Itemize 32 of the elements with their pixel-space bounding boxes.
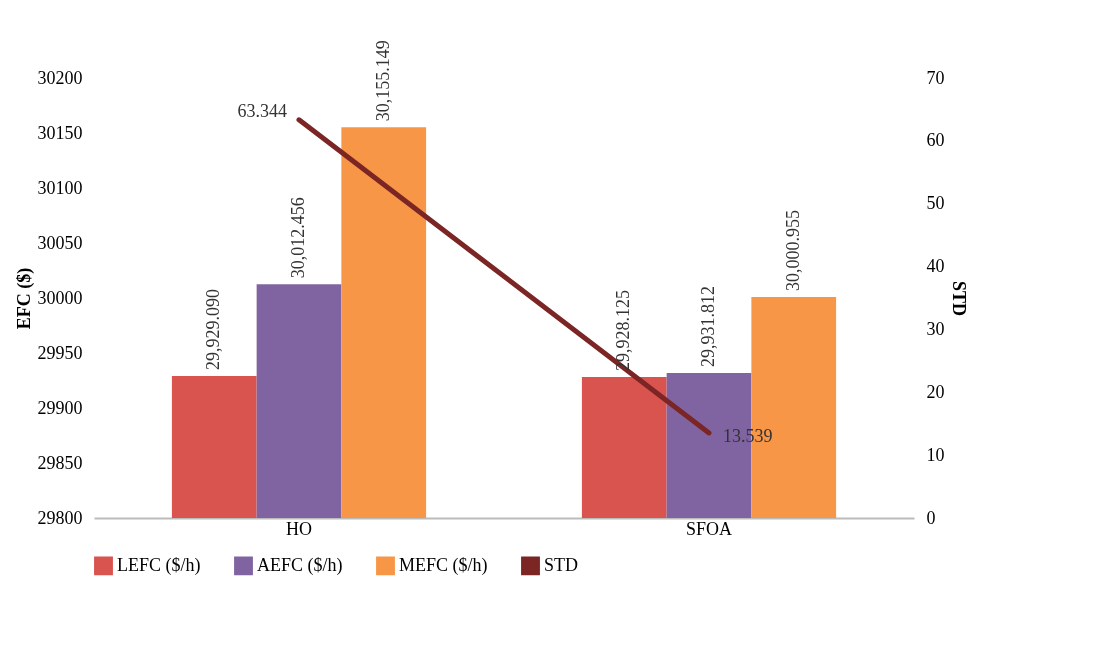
y2-tick-label: 20 [926,381,945,402]
y-tick-label: 30200 [37,67,83,88]
y2-tick-label: 60 [926,130,945,151]
data-label: 29,931.812 [698,286,718,368]
y-tick-label: 30000 [37,287,83,308]
y2-axis-title: STD [948,280,969,317]
legend-label: LEFC ($/h) [117,554,201,576]
y-tick-label: 30150 [37,122,83,143]
data-label: 29,929.090 [203,289,224,370]
data-label: 29,928.125 [613,290,634,372]
y-tick-label: 29850 [37,452,83,473]
legend-label: MEFC ($/h) [399,554,488,576]
data-label: 63.344 [237,100,287,121]
y2-tick-label: 50 [926,193,945,214]
y-axis-title: EFC ($) [13,267,35,330]
y-tick-label: 30100 [37,177,83,198]
legend-label: STD [544,554,579,575]
legend-label: AEFC ($/h) [257,554,343,576]
x-tick-label: HO [286,518,312,539]
y-tick-label: 29800 [37,507,83,528]
data-label: 30,012.456 [288,197,308,279]
y2-tick-label: 30 [926,318,945,339]
y-tick-label: 30050 [37,232,83,253]
y2-tick-label: 10 [926,444,945,465]
data-label: 30,000.955 [782,209,803,291]
x-tick-label: SFOA [685,518,733,539]
y-tick-label: 29950 [37,342,83,363]
data-label: 30,155.149 [372,40,393,122]
y2-tick-label: 40 [926,256,945,277]
y2-tick-label: 70 [926,67,945,88]
y-tick-label: 29900 [37,397,83,418]
y2-tick-label: 0 [926,507,936,528]
